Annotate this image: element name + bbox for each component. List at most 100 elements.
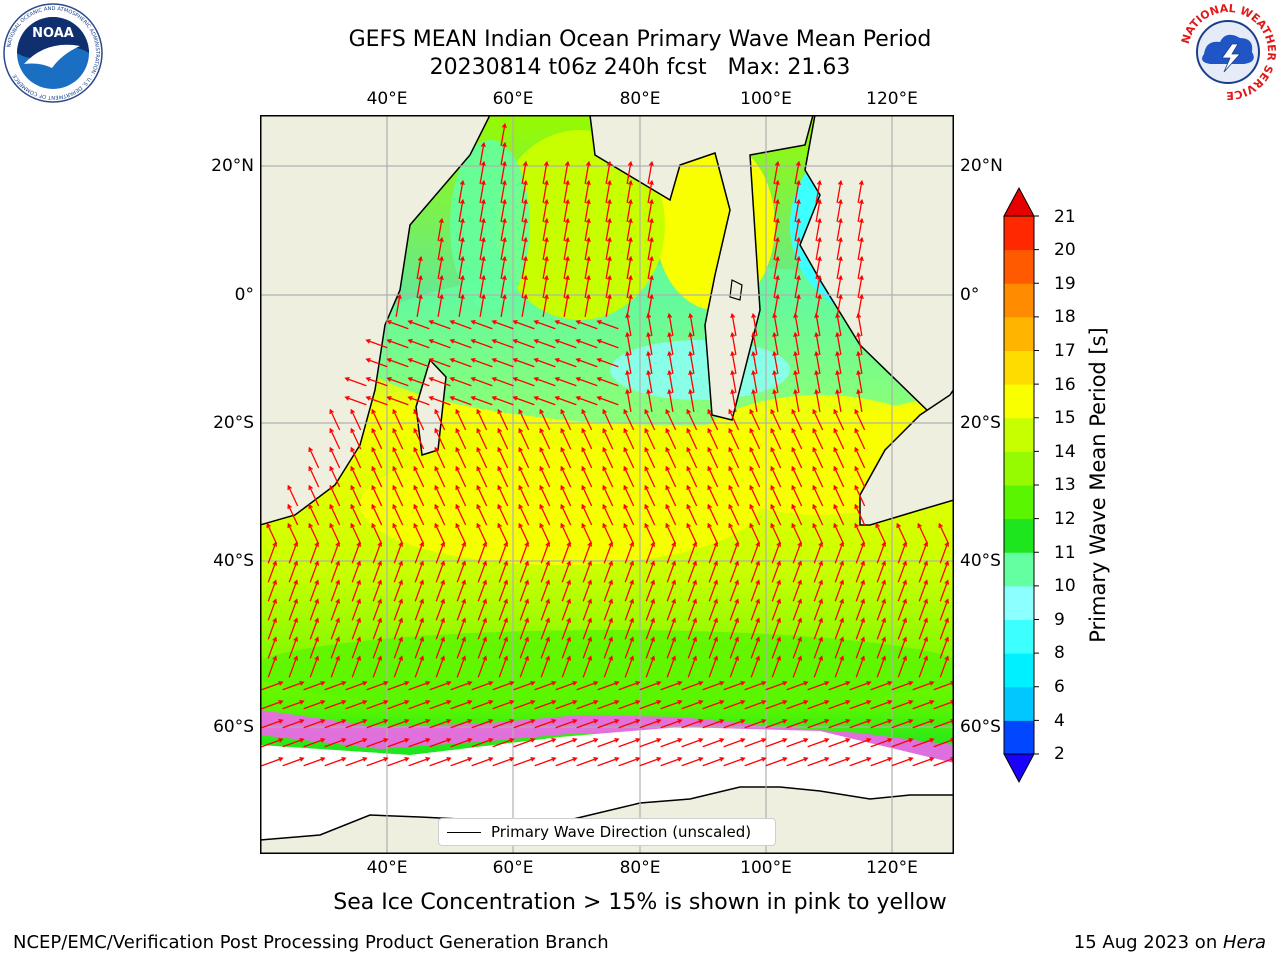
wave-arrow: [897, 617, 908, 640]
wave-arrow: [857, 274, 864, 298]
wave-arrow: [791, 408, 803, 431]
wave-arrow: [765, 680, 788, 691]
wave-arrow: [267, 579, 278, 602]
wave-arrow: [835, 350, 842, 374]
wave-arrow: [497, 503, 509, 526]
wave-arrow: [626, 179, 633, 203]
wave-arrow: [492, 680, 515, 691]
wave-arrow: [303, 680, 326, 691]
wave-arrow: [836, 293, 843, 317]
wave-arrow: [666, 541, 677, 564]
lon-label-top-60e: 60°E: [492, 89, 534, 109]
wave-arrow: [470, 376, 493, 387]
wave-arrow: [584, 274, 591, 298]
wave-arrow: [687, 560, 698, 583]
wave-arrow: [560, 465, 572, 488]
wave-arrow: [750, 598, 761, 621]
wave-arrow: [563, 274, 570, 298]
wave-arrow: [542, 198, 549, 222]
wave-arrow: [456, 541, 467, 564]
wave-arrow: [267, 636, 278, 659]
wave-arrow: [793, 369, 800, 393]
wave-arrow: [773, 274, 780, 298]
wave-arrow: [393, 579, 404, 602]
colorbar-tick-8: 8: [1054, 643, 1065, 663]
wave-arrow: [666, 598, 677, 621]
wave-arrow: [707, 484, 719, 507]
wave-arrow: [534, 718, 557, 729]
wave-arrow: [540, 655, 551, 678]
wave-arrow: [597, 737, 620, 748]
wave-arrow: [330, 598, 341, 621]
wave-arrow: [702, 718, 725, 729]
wave-arrow: [429, 756, 452, 767]
wave-arrow: [449, 338, 472, 349]
wave-arrow: [854, 522, 866, 545]
wave-arrow: [533, 376, 556, 387]
wave-arrow: [647, 274, 654, 298]
wave-arrow: [458, 293, 465, 317]
colorbar-label: Primary Wave Mean Period [s]: [1086, 327, 1110, 643]
wave-arrow: [707, 408, 719, 431]
colorbar-segment: [1004, 518, 1034, 553]
wave-arrow: [765, 737, 788, 748]
wave-arrow: [815, 293, 822, 317]
wave-arrow: [435, 655, 446, 678]
wave-arrow: [624, 655, 635, 678]
wave-arrow: [456, 579, 467, 602]
wave-arrow: [282, 756, 305, 767]
wave-arrow: [836, 217, 843, 241]
wave-arrow: [575, 357, 598, 368]
wave-arrow: [786, 699, 809, 710]
wave-arrow: [539, 522, 551, 545]
wave-arrow: [309, 655, 320, 678]
wave-arrow: [365, 376, 388, 387]
wave-arrow: [813, 636, 824, 659]
wave-arrow: [539, 446, 551, 469]
wave-arrow: [749, 503, 761, 526]
wave-arrow: [288, 541, 299, 564]
wave-arrow: [751, 388, 758, 412]
wave-arrow: [918, 541, 929, 564]
wave-arrow: [491, 338, 514, 349]
wave-arrow: [854, 503, 866, 526]
wave-arrow: [667, 331, 674, 355]
wave-arrow: [765, 756, 788, 767]
wave-arrow: [350, 446, 362, 469]
colorbar-tick-16: 16: [1054, 375, 1076, 395]
wave-arrow: [371, 522, 383, 545]
wave-arrow: [434, 503, 446, 526]
wave-arrow: [518, 408, 530, 431]
wave-arrow: [639, 680, 662, 691]
wave-arrow: [870, 718, 893, 729]
wave-arrow: [539, 465, 551, 488]
wave-arrow: [434, 446, 446, 469]
colorbar-tick-12: 12: [1054, 509, 1076, 529]
wave-arrow: [429, 737, 452, 748]
wave-arrow: [492, 699, 515, 710]
lat-label-right-20s: 20°S: [960, 413, 1001, 433]
wave-arrow: [513, 756, 536, 767]
wave-arrow: [792, 636, 803, 659]
wave-arrow: [458, 274, 465, 298]
wave-arrow: [639, 756, 662, 767]
wave-arrow: [834, 598, 845, 621]
wave-arrow: [917, 522, 929, 545]
wave-arrow: [413, 446, 425, 469]
wave-arrow: [288, 636, 299, 659]
wave-arrow: [261, 680, 284, 691]
wave-arrow: [498, 598, 509, 621]
wave-arrow: [554, 338, 577, 349]
wave-arrow: [498, 579, 509, 602]
wave-arrow: [533, 357, 556, 368]
wave-arrow: [476, 427, 488, 450]
wave-arrow: [366, 699, 389, 710]
wave-arrow: [835, 388, 842, 412]
wave-arrow: [770, 484, 782, 507]
wave-arrow: [876, 560, 887, 583]
wave-arrow: [814, 388, 821, 412]
wave-arrow: [836, 255, 843, 279]
wave-arrow: [512, 395, 535, 406]
wave-arrow: [639, 718, 662, 729]
wave-arrow: [912, 680, 935, 691]
